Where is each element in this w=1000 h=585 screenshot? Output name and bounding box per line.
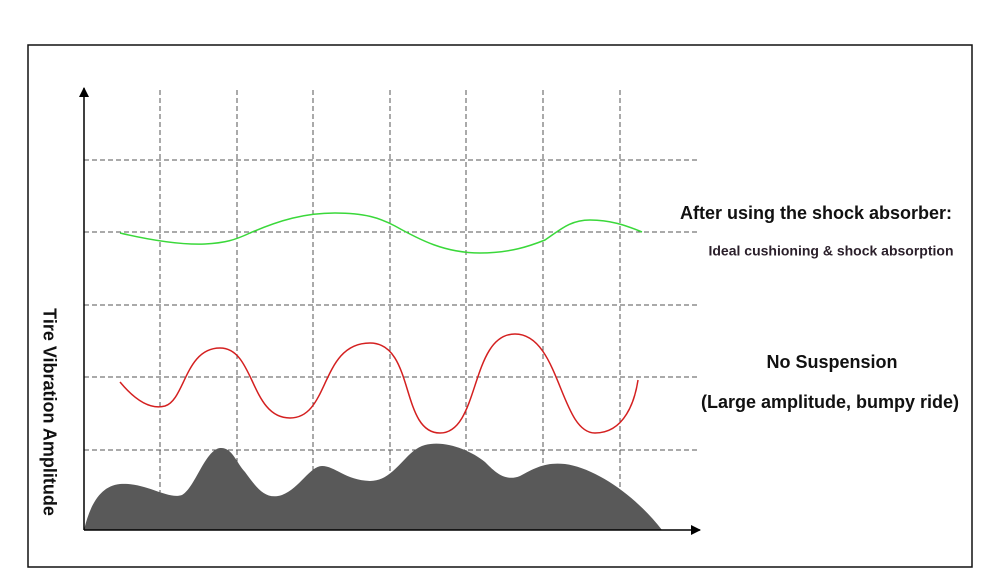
shock-absorber-curve <box>119 212 643 254</box>
shock-absorber-note: Ideal cushioning & shock absorption <box>708 243 953 259</box>
road-terrain <box>84 443 662 530</box>
shock-absorber-title: After using the shock absorber: <box>680 203 952 223</box>
frame <box>27 44 973 568</box>
no-suspension-title: No Suspension <box>766 352 897 372</box>
no-suspension-note: (Large amplitude, bumpy ride) <box>701 392 959 412</box>
y-axis-label: Tire Vibration Amplitude <box>39 308 59 516</box>
grid <box>84 90 697 530</box>
no-suspension-curve <box>119 333 639 434</box>
